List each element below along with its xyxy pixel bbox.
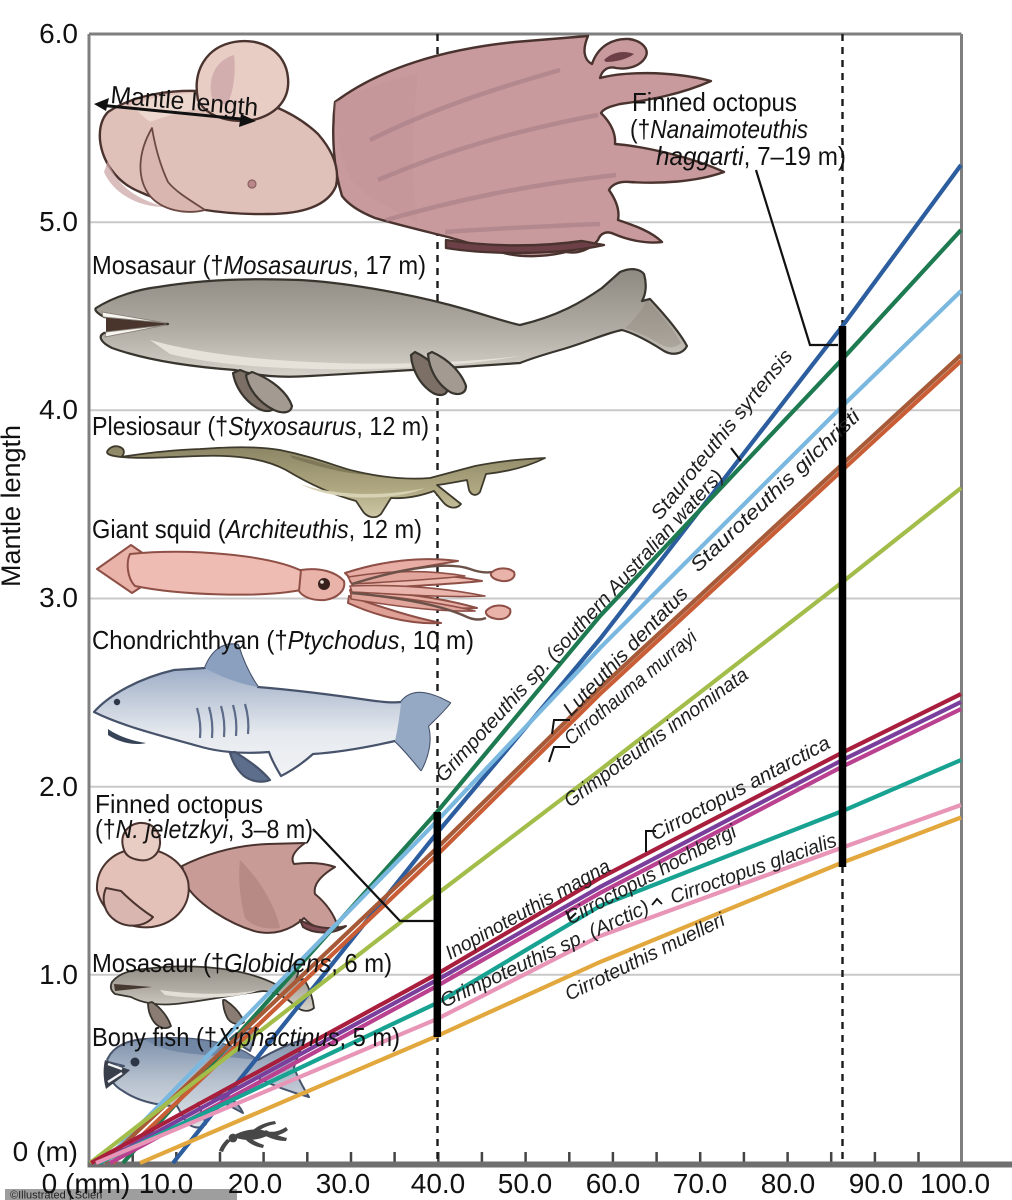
svg-text:(†N. jeletzkyi, 3–8 m): (†N. jeletzkyi, 3–8 m) <box>95 814 313 844</box>
svg-text:Mosasaur (†Mosasaurus, 17 m): Mosasaur (†Mosasaurus, 17 m) <box>92 250 426 280</box>
svg-text:2.0: 2.0 <box>39 771 78 802</box>
svg-text:Finned octopus: Finned octopus <box>95 789 263 819</box>
svg-text:Bony fish (†Xiphactinus, 5 m): Bony fish (†Xiphactinus, 5 m) <box>92 1022 400 1052</box>
svg-text:60.0: 60.0 <box>586 1168 641 1199</box>
svg-text:(†Nanaimoteuthis: (†Nanaimoteuthis <box>630 114 808 144</box>
svg-text:5.0: 5.0 <box>39 206 78 237</box>
svg-text:4.0: 4.0 <box>39 394 78 425</box>
svg-text:10.0: 10.0 <box>139 1168 194 1199</box>
svg-text:0 (mm): 0 (mm) <box>42 1168 131 1199</box>
svg-text:100.0: 100.0 <box>920 1168 990 1199</box>
svg-text:80.0: 80.0 <box>761 1168 816 1199</box>
svg-text:haggarti, 7–19 m): haggarti, 7–19 m) <box>656 141 846 171</box>
svg-text:©Illustrated | Scien: ©Illustrated | Scien <box>10 1190 102 1200</box>
svg-text:6.0: 6.0 <box>39 18 78 49</box>
svg-text:Finned octopus: Finned octopus <box>632 87 797 117</box>
svg-text:90.0: 90.0 <box>849 1168 904 1199</box>
svg-text:20.0: 20.0 <box>228 1168 283 1199</box>
svg-text:50.0: 50.0 <box>498 1168 553 1199</box>
svg-text:3.0: 3.0 <box>39 582 78 613</box>
svg-text:Plesiosaur (†Styxosaurus, 12 m: Plesiosaur (†Styxosaurus, 12 m) <box>92 411 429 441</box>
svg-text:30.0: 30.0 <box>316 1168 371 1199</box>
svg-text:40.0: 40.0 <box>411 1168 466 1199</box>
svg-text:0 (m): 0 (m) <box>13 1136 78 1167</box>
svg-text:1.0: 1.0 <box>39 959 78 990</box>
svg-text:70.0: 70.0 <box>673 1168 728 1199</box>
svg-text:Mantle length: Mantle length <box>0 425 26 587</box>
svg-text:Chondrichthyan (†Ptychodus, 10: Chondrichthyan (†Ptychodus, 10 m) <box>92 625 474 655</box>
svg-text:Giant squid (Architeuthis, 12: Giant squid (Architeuthis, 12 m) <box>92 514 422 544</box>
svg-text:Mosasaur (†Globidens, 6 m): Mosasaur (†Globidens, 6 m) <box>92 948 392 978</box>
